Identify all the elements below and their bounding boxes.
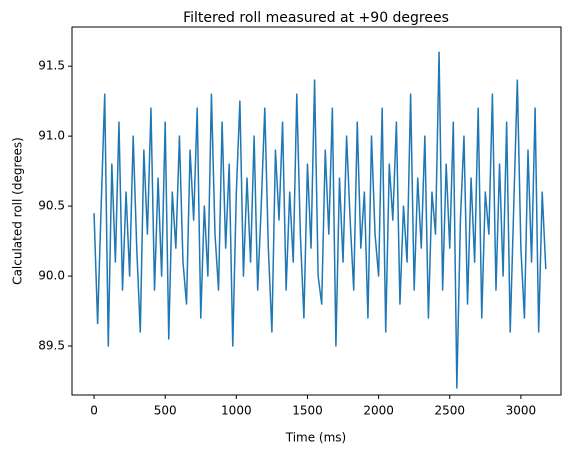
data-line [93,51,547,389]
y-tick-label: 90.0 [38,269,65,283]
y-axis-label: Calculated roll (degrees) [11,137,25,285]
x-tick-label: 1500 [292,404,323,418]
chart-title: Filtered roll measured at +90 degrees [183,10,449,26]
x-tick-label: 2000 [363,404,394,418]
x-axis-label: Time (ms) [285,431,347,445]
x-tick-label: 1000 [221,404,252,418]
y-tick-label: 90.5 [38,199,65,213]
x-tick-label: 0 [90,404,98,418]
x-tick-label: 2500 [434,404,465,418]
y-tick-label: 91.5 [38,59,65,73]
x-tick-label: 3000 [506,404,537,418]
y-tick-label: 89.5 [38,339,65,353]
y-tick-label: 91.0 [38,129,65,143]
plot-frame [71,26,562,396]
x-tick-label: 500 [154,404,177,418]
